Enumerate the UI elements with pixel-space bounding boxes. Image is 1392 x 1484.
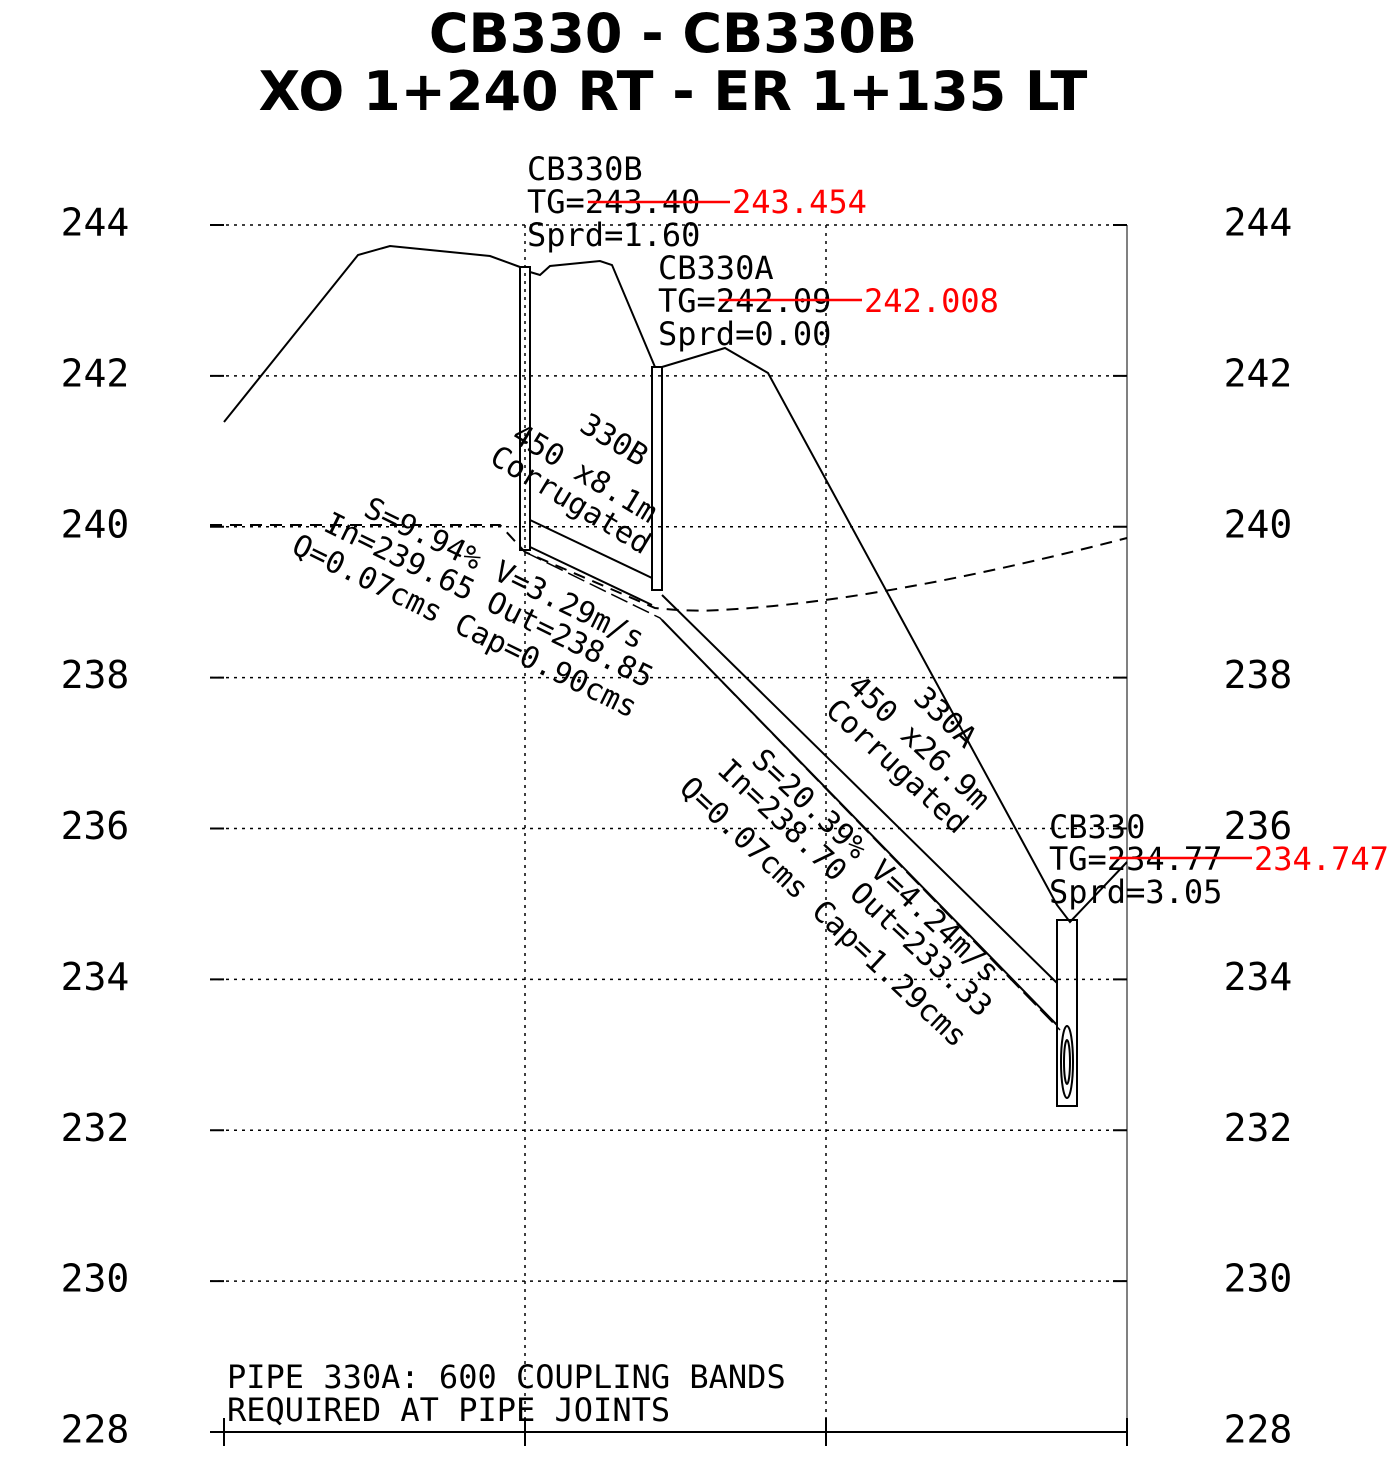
revised-grate: 242.008 xyxy=(864,282,999,320)
title: CB330 - CB330B xyxy=(429,2,917,65)
structure-name: CB330A xyxy=(658,249,774,287)
y-tick-label: 240 xyxy=(1224,502,1293,546)
axes: 244 244 242 242 240 240 238 238 236 236 234 234 232 2… xyxy=(61,201,1293,1452)
y-tick-label: 242 xyxy=(1224,351,1293,395)
y-tick-label: 230 xyxy=(1224,1257,1293,1301)
structure xyxy=(651,366,663,591)
y-tick-label: 240 xyxy=(61,502,130,546)
spread: Sprd=1.60 xyxy=(527,216,700,254)
ground-profile xyxy=(529,259,656,368)
y-tick-label: 232 xyxy=(1224,1106,1293,1150)
y-tick-label: 244 xyxy=(61,201,130,245)
note: PIPE 330A: 600 COUPLING BANDS xyxy=(227,1358,786,1396)
y-tick-label: 230 xyxy=(61,1257,130,1301)
y-tick-label: 236 xyxy=(61,804,130,848)
outlet xyxy=(1063,1039,1071,1085)
y-tick-label: 234 xyxy=(1224,955,1293,999)
ground-profile xyxy=(661,346,1128,924)
pipe xyxy=(661,594,1058,984)
y-tick-label: 244 xyxy=(1224,201,1293,245)
structure xyxy=(519,266,531,551)
structure-name: CB330 xyxy=(1049,808,1145,846)
y-tick-label: 232 xyxy=(61,1106,130,1150)
title: XO 1+240 RT - ER 1+135 LT xyxy=(259,60,1088,123)
pipe-invert xyxy=(524,551,1061,1031)
y-tick-label: 236 xyxy=(1224,804,1293,848)
ground-profile xyxy=(223,244,521,423)
y-tick-label: 228 xyxy=(61,1408,130,1452)
spread: Sprd=0.00 xyxy=(658,315,831,353)
y-tick-label: 228 xyxy=(1224,1408,1293,1452)
spread: Sprd=3.05 xyxy=(1049,873,1222,911)
y-tick-label: 238 xyxy=(1224,653,1293,697)
structure xyxy=(1056,919,1078,1107)
revised-grate: 243.454 xyxy=(732,183,867,221)
structure-name: CB330B xyxy=(527,150,643,188)
y-tick-label: 238 xyxy=(61,653,130,697)
pipe xyxy=(529,519,653,579)
note: REQUIRED AT PIPE JOINTS xyxy=(227,1391,670,1429)
y-tick-label: 234 xyxy=(61,955,130,999)
outlet xyxy=(1060,1025,1074,1099)
y-tick-label: 242 xyxy=(61,351,130,395)
hydraulic-grade-line xyxy=(210,524,1128,612)
revised-grate: 234.747 xyxy=(1254,840,1389,878)
pipe xyxy=(529,546,653,606)
